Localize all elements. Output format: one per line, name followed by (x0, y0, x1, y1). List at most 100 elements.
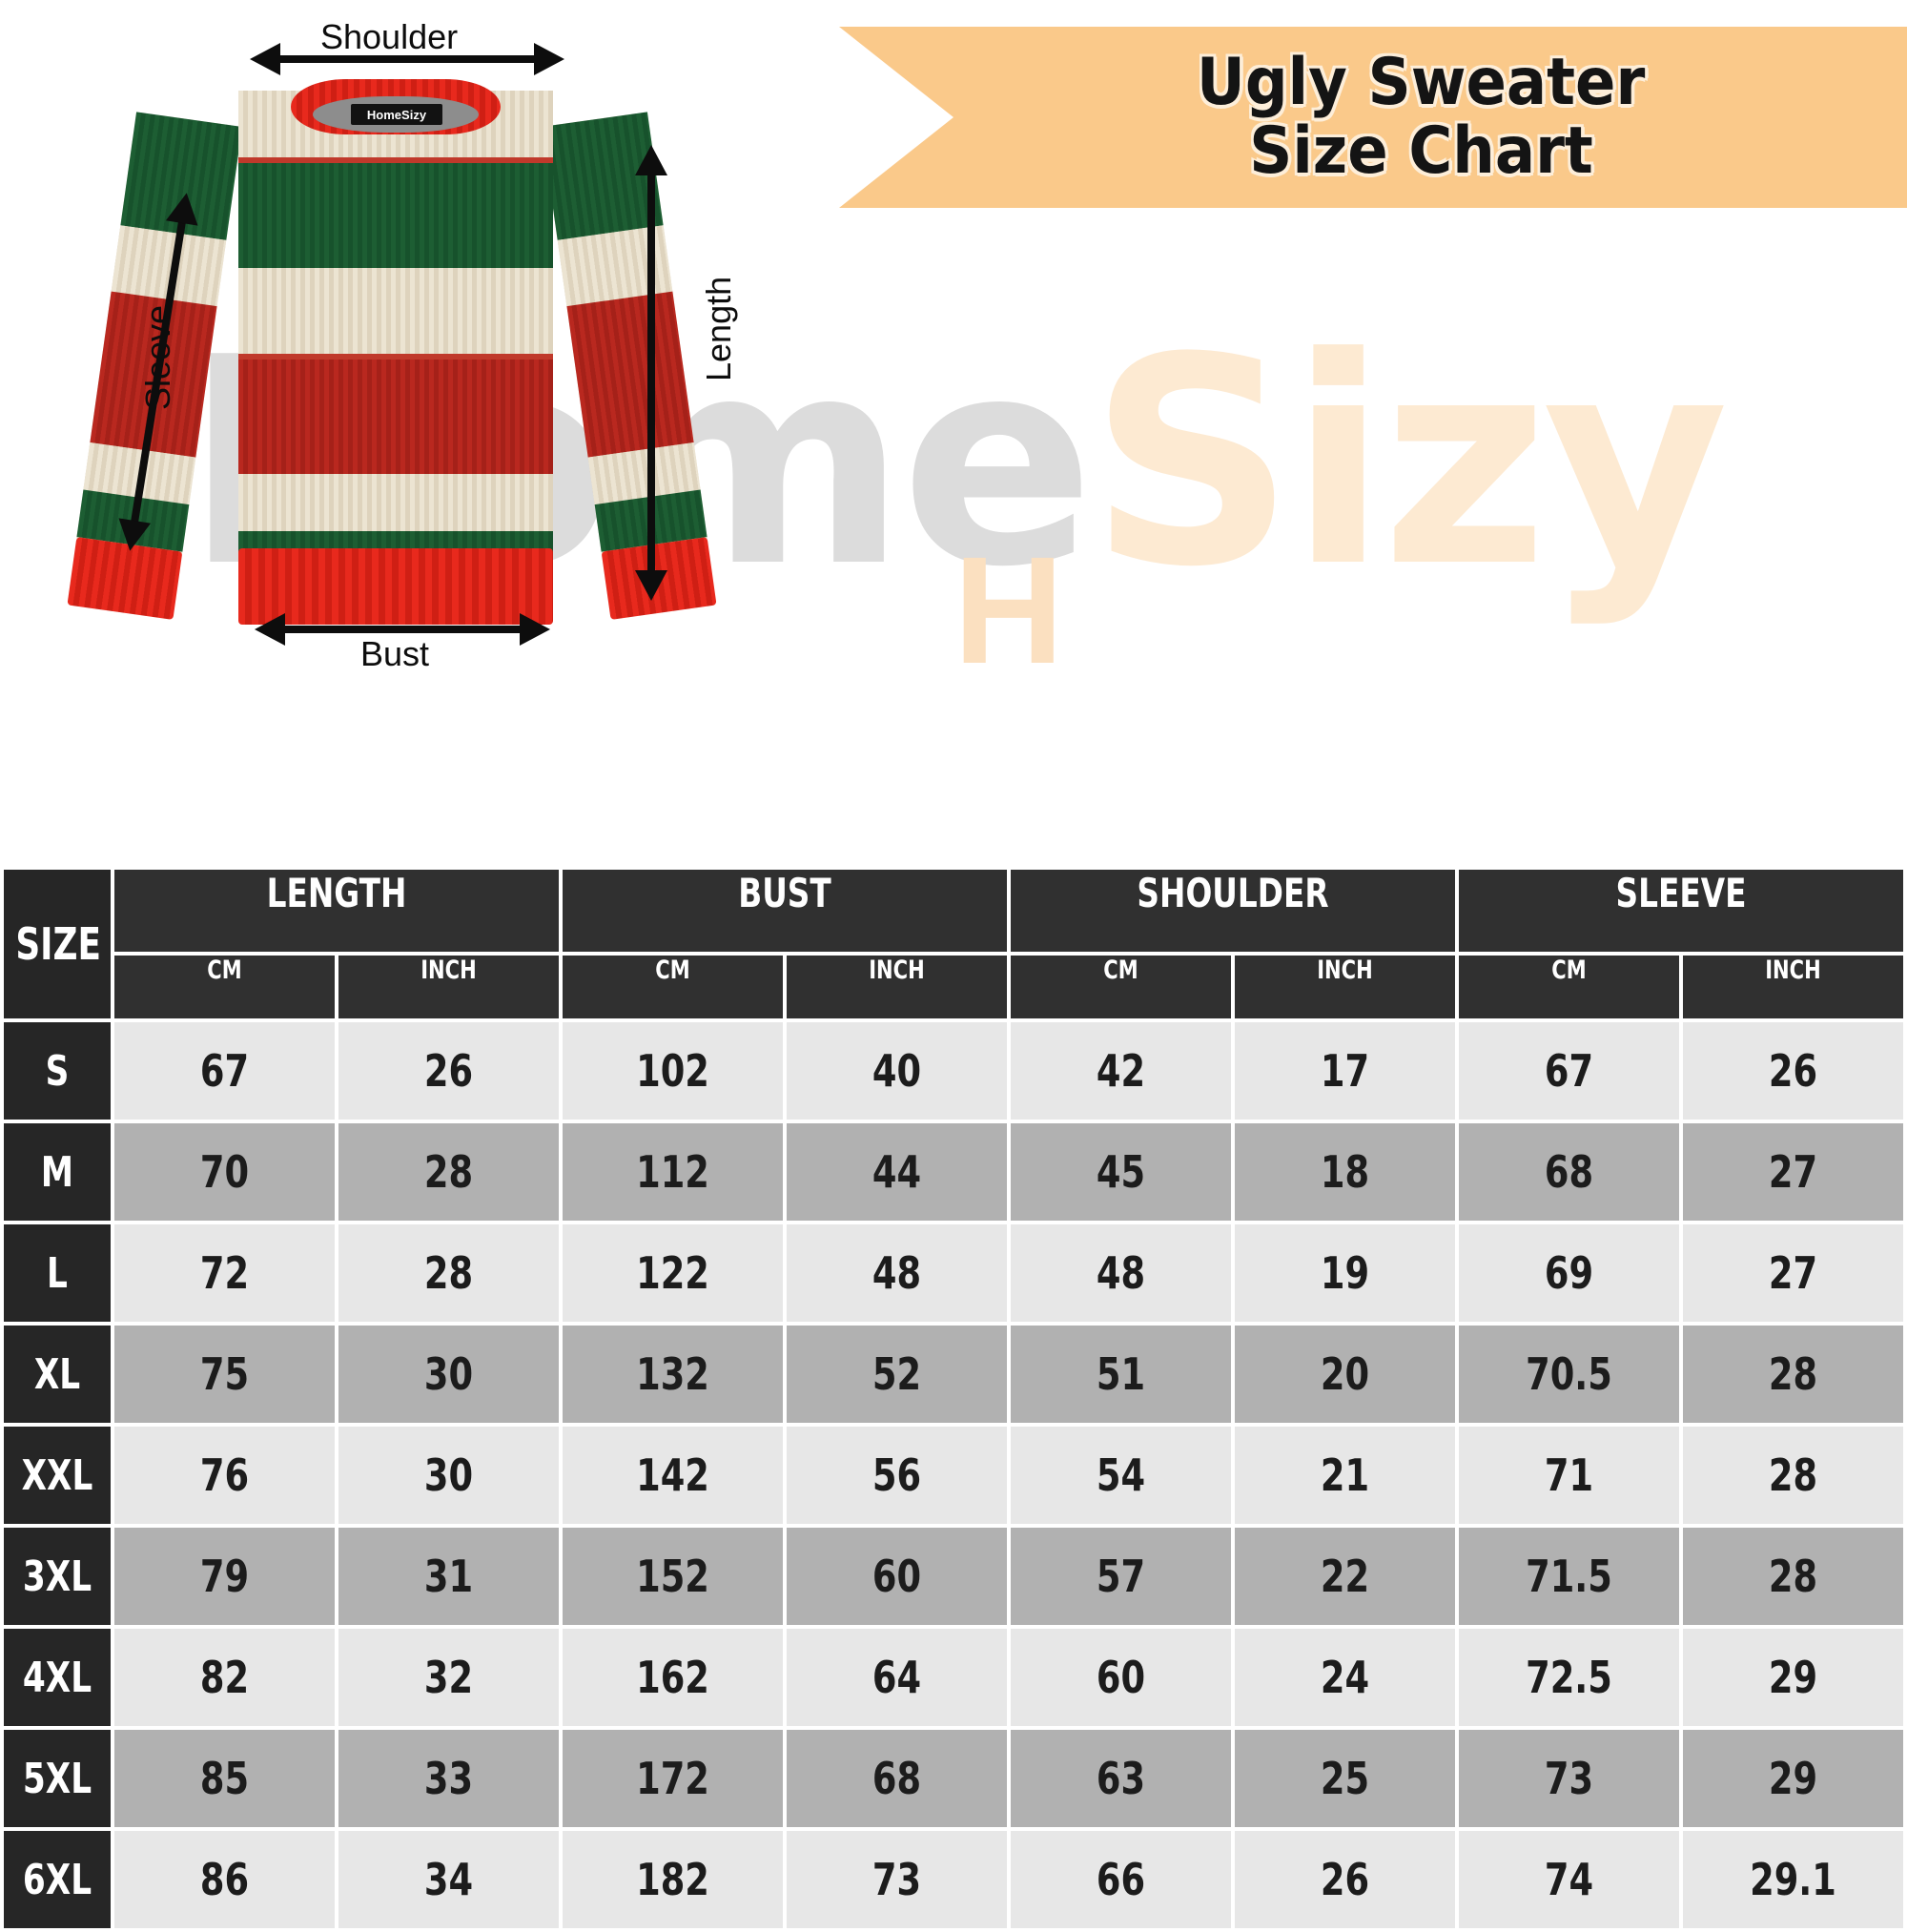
row-size-label: 4XL (4, 1629, 111, 1726)
cell-sleeve-in: 28 (1683, 1427, 1903, 1524)
measure-label-bust: Bust (360, 634, 430, 673)
cell-bust-cm: 162 (563, 1629, 783, 1726)
cell-value: 29.1 (1750, 1854, 1836, 1905)
cell-value: 82 (199, 1652, 250, 1703)
table-row: XXL 76 30 142 56 54 21 71 28 (4, 1427, 1903, 1524)
page-title-line1: Ugly Sweater (1197, 44, 1646, 120)
cell-sleeve-cm: 69 (1459, 1224, 1679, 1322)
cell-length-cm: 82 (114, 1629, 335, 1726)
cell-value: 68 (1544, 1146, 1594, 1198)
measure-label-shoulder: Shoulder (320, 17, 459, 56)
cell-value: 73 (871, 1854, 922, 1905)
table-header-unit-row: CM INCH CM INCH CM INCH CM INCH (4, 956, 1903, 1018)
cell-value: 29 (1768, 1652, 1818, 1703)
cell-length-in: 28 (338, 1123, 559, 1221)
cell-sleeve-in: 26 (1683, 1022, 1903, 1120)
header-group-sleeve: SLEEVE (1459, 870, 1903, 952)
table-header: SIZE LENGTH BUST SHOULDER SLEEVE CM INCH… (4, 870, 1903, 1018)
cell-shoulder-in: 19 (1235, 1224, 1455, 1322)
cell-value: 63 (1096, 1753, 1146, 1804)
cell-value: 67 (199, 1045, 250, 1097)
table-row: L 72 28 122 48 48 19 69 27 (4, 1224, 1903, 1322)
header-length-inch: INCH (338, 956, 559, 1018)
size-value: L (47, 1248, 68, 1298)
cell-sleeve-cm: 72.5 (1459, 1629, 1679, 1726)
cell-shoulder-in: 20 (1235, 1326, 1455, 1423)
cell-length-cm: 86 (114, 1831, 335, 1928)
cell-value: 25 (1320, 1753, 1370, 1804)
cell-value: 152 (636, 1551, 709, 1602)
header-shoulder-cm: CM (1011, 956, 1231, 1018)
cell-value: 27 (1768, 1247, 1818, 1299)
cell-value: 29 (1768, 1753, 1818, 1804)
cell-shoulder-in: 21 (1235, 1427, 1455, 1524)
cell-value: 73 (1544, 1753, 1594, 1804)
cell-value: 60 (871, 1551, 922, 1602)
cell-value: 57 (1096, 1551, 1146, 1602)
cell-sleeve-in: 29 (1683, 1730, 1903, 1827)
row-size-label: XXL (4, 1427, 111, 1524)
header-sleeve-inch: INCH (1683, 956, 1903, 1018)
cell-value: 72.5 (1526, 1652, 1612, 1703)
cell-value: 102 (636, 1045, 709, 1097)
cell-value: 79 (199, 1551, 250, 1602)
cell-length-in: 28 (338, 1224, 559, 1322)
cell-sleeve-in: 27 (1683, 1224, 1903, 1322)
table-row: 4XL 82 32 162 64 60 24 72.5 29 (4, 1629, 1903, 1726)
table-row: M 70 28 112 44 45 18 68 27 (4, 1123, 1903, 1221)
cell-shoulder-cm: 51 (1011, 1326, 1231, 1423)
row-size-label: 3XL (4, 1528, 111, 1625)
cell-value: 54 (1096, 1449, 1146, 1501)
cell-value: 74 (1544, 1854, 1594, 1905)
cell-value: 24 (1320, 1652, 1370, 1703)
cell-value: 17 (1320, 1045, 1370, 1097)
cell-length-in: 30 (338, 1427, 559, 1524)
cell-value: 68 (871, 1753, 922, 1804)
cell-value: 162 (636, 1652, 709, 1703)
cell-value: 28 (1768, 1449, 1818, 1501)
sweater-right-sleeve (542, 112, 717, 620)
cell-length-cm: 85 (114, 1730, 335, 1827)
cell-value: 122 (636, 1247, 709, 1299)
cell-bust-cm: 102 (563, 1022, 783, 1120)
brand-neck-tag: HomeSizy (351, 104, 442, 125)
cell-sleeve-cm: 74 (1459, 1831, 1679, 1928)
cell-value: 86 (199, 1854, 250, 1905)
cell-shoulder-cm: 63 (1011, 1730, 1231, 1827)
cell-shoulder-in: 17 (1235, 1022, 1455, 1120)
table-row: S 67 26 102 40 42 17 67 26 (4, 1022, 1903, 1120)
cell-sleeve-cm: 73 (1459, 1730, 1679, 1827)
cell-bust-cm: 172 (563, 1730, 783, 1827)
cell-value: 72 (199, 1247, 250, 1299)
table-header-group-row: SIZE LENGTH BUST SHOULDER SLEEVE (4, 870, 1903, 1018)
cell-bust-cm: 142 (563, 1427, 783, 1524)
cell-length-cm: 67 (114, 1022, 335, 1120)
cell-value: 27 (1768, 1146, 1818, 1198)
bust-arrow (255, 613, 550, 646)
product-illustration: HomeSizy (67, 52, 717, 653)
cell-sleeve-cm: 67 (1459, 1022, 1679, 1120)
cell-value: 142 (636, 1449, 709, 1501)
brand-logo-h: H (954, 524, 1064, 695)
cell-value: 64 (871, 1652, 922, 1703)
table-row: XL 75 30 132 52 51 20 70.5 28 (4, 1326, 1903, 1423)
cell-sleeve-cm: 71 (1459, 1427, 1679, 1524)
measure-label-length: Length (699, 276, 738, 381)
cell-value: 28 (1768, 1348, 1818, 1400)
size-value: M (40, 1147, 74, 1197)
cell-value: 76 (199, 1449, 250, 1501)
cell-bust-in: 44 (787, 1123, 1007, 1221)
cell-value: 45 (1096, 1146, 1146, 1198)
cell-sleeve-in: 29 (1683, 1629, 1903, 1726)
cell-value: 172 (636, 1753, 709, 1804)
cell-value: 28 (423, 1247, 474, 1299)
table-row: 6XL 86 34 182 73 66 26 74 29.1 (4, 1831, 1903, 1928)
header-bust-cm: CM (563, 956, 783, 1018)
row-size-label: 6XL (4, 1831, 111, 1928)
row-size-label: M (4, 1123, 111, 1221)
cell-shoulder-cm: 54 (1011, 1427, 1231, 1524)
header-length-cm: CM (114, 956, 335, 1018)
cell-value: 67 (1544, 1045, 1594, 1097)
cell-value: 34 (423, 1854, 474, 1905)
size-value: 3XL (22, 1552, 92, 1601)
